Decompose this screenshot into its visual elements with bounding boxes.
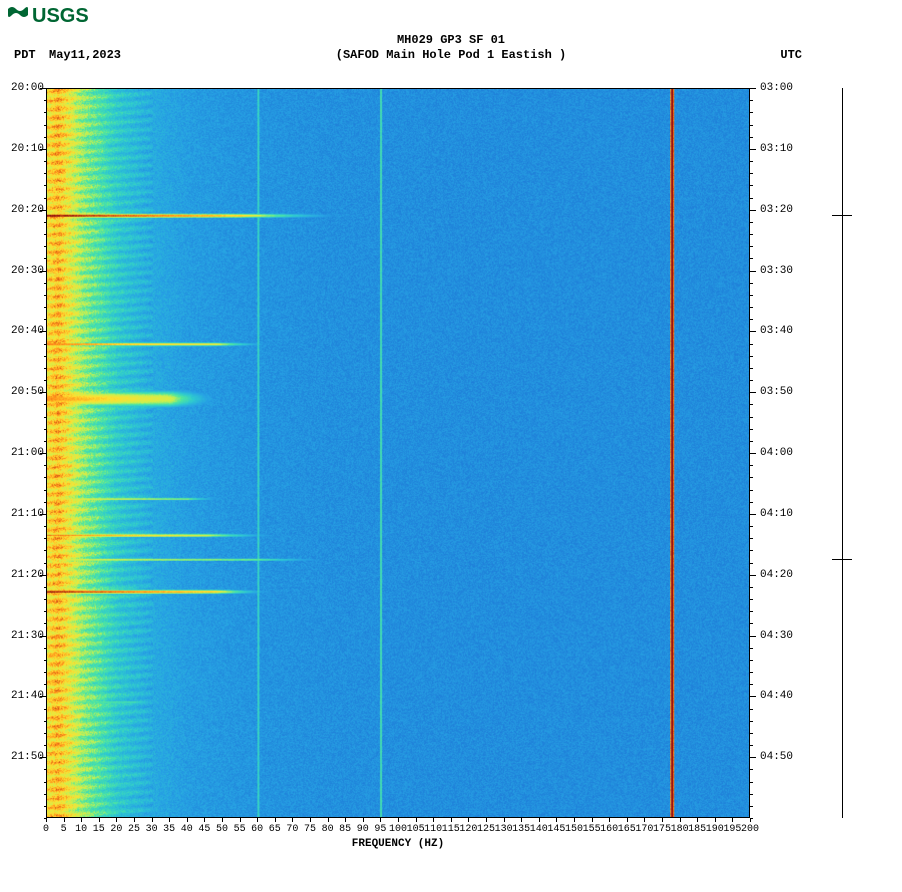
xtick: 5: [61, 824, 67, 835]
xtick: 135: [512, 824, 530, 835]
chart-title: MH029 GP3 SF 01: [0, 33, 902, 47]
xtick: 180: [671, 824, 689, 835]
xtick: 125: [477, 824, 495, 835]
xtick: 20: [110, 824, 122, 835]
xtick: 55: [234, 824, 246, 835]
ytick-left: 20:20: [0, 204, 46, 216]
xtick: 35: [163, 824, 175, 835]
xtick: 75: [304, 824, 316, 835]
ytick-left: 21:10: [0, 508, 46, 520]
xtick: 195: [723, 824, 741, 835]
xtick: 25: [128, 824, 140, 835]
ytick-left: 20:40: [0, 325, 46, 337]
xtick: 145: [547, 824, 565, 835]
xtick: 85: [339, 824, 351, 835]
xtick: 95: [374, 824, 386, 835]
xtick: 130: [495, 824, 513, 835]
xtick: 65: [269, 824, 281, 835]
spectrogram-canvas: [47, 89, 749, 817]
xtick: 10: [75, 824, 87, 835]
logo-text: USGS: [32, 5, 89, 27]
ytick-right: 04:30: [758, 630, 808, 642]
ytick-right: 03:10: [758, 143, 808, 155]
xtick: 155: [583, 824, 601, 835]
xtick: 80: [322, 824, 334, 835]
xtick: 140: [530, 824, 548, 835]
xtick: 185: [688, 824, 706, 835]
ytick-left: 20:00: [0, 82, 46, 94]
chart-subtitle: (SAFOD Main Hole Pod 1 Eastish ): [0, 48, 902, 62]
spectrogram-plot: [46, 88, 750, 818]
xtick: 170: [635, 824, 653, 835]
xtick: 60: [251, 824, 263, 835]
xtick: 190: [706, 824, 724, 835]
aux-event-mark: [832, 559, 852, 560]
usgs-logo: USGS: [6, 3, 92, 27]
aux-time-strip: [832, 88, 852, 818]
xtick: 50: [216, 824, 228, 835]
usgs-logo-svg: USGS: [6, 3, 92, 27]
date-label: May11,2023: [49, 48, 121, 62]
ytick-right: 03:30: [758, 265, 808, 277]
page-root: USGS MH029 GP3 SF 01 (SAFOD Main Hole Po…: [0, 0, 902, 892]
xtick: 100: [389, 824, 407, 835]
ytick-right: 03:40: [758, 325, 808, 337]
xtick: 200: [741, 824, 759, 835]
ytick-left: 20:30: [0, 265, 46, 277]
ytick-left: 21:40: [0, 690, 46, 702]
xtick: 15: [93, 824, 105, 835]
ytick-left: 21:50: [0, 751, 46, 763]
xtick: 165: [618, 824, 636, 835]
xtick: 0: [43, 824, 49, 835]
xtick: 70: [286, 824, 298, 835]
aux-vertical-line: [842, 88, 843, 818]
xtick: 150: [565, 824, 583, 835]
ytick-left: 21:20: [0, 569, 46, 581]
ytick-right: 04:10: [758, 508, 808, 520]
ytick-right: 03:20: [758, 204, 808, 216]
aux-event-mark: [832, 215, 852, 216]
ytick-left: 21:00: [0, 447, 46, 459]
ytick-left: 20:50: [0, 386, 46, 398]
xtick: 160: [600, 824, 618, 835]
tz-right-label: UTC: [780, 48, 802, 62]
xtick: 30: [146, 824, 158, 835]
x-axis-label: FREQUENCY (HZ): [46, 838, 750, 850]
ytick-right: 04:40: [758, 690, 808, 702]
ytick-left: 21:30: [0, 630, 46, 642]
ytick-right: 04:20: [758, 569, 808, 581]
tz-left-label: PDT: [14, 48, 36, 62]
xtick: 115: [442, 824, 460, 835]
xtick: 110: [424, 824, 442, 835]
xtick: 175: [653, 824, 671, 835]
xtick: 120: [459, 824, 477, 835]
ytick-right: 04:50: [758, 751, 808, 763]
ytick-left: 20:10: [0, 143, 46, 155]
xtick: 105: [407, 824, 425, 835]
ytick-right: 03:50: [758, 386, 808, 398]
ytick-right: 04:00: [758, 447, 808, 459]
xtick: 45: [198, 824, 210, 835]
xtick: 40: [181, 824, 193, 835]
ytick-right: 03:00: [758, 82, 808, 94]
xtick: 90: [357, 824, 369, 835]
